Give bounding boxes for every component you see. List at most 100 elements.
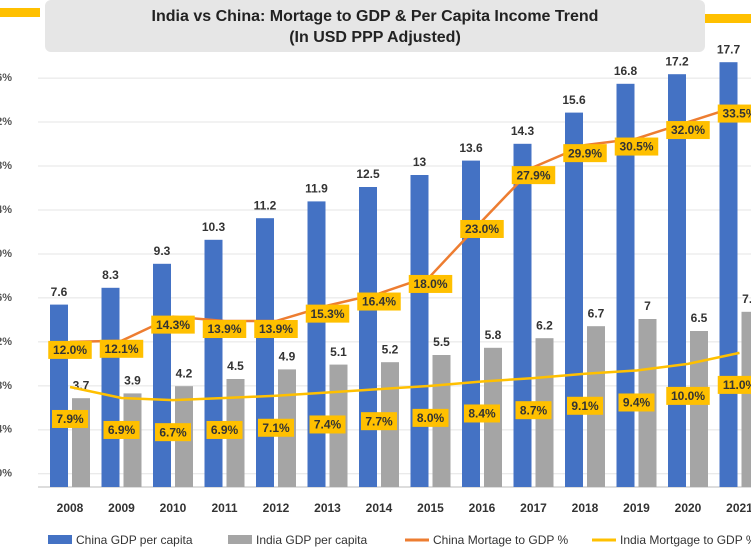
line-label-text: 9.4% bbox=[623, 396, 651, 410]
line-label-text: 7.9% bbox=[56, 412, 84, 426]
bar-label: 6.5 bbox=[691, 311, 708, 325]
bar bbox=[153, 263, 171, 487]
label-box bbox=[460, 219, 504, 238]
line-label: 12.1% bbox=[99, 339, 144, 358]
chart-title: India vs China: Mortage to GDP & Per Cap… bbox=[152, 8, 599, 25]
bar-label: 17.2 bbox=[665, 54, 689, 68]
line-label-text: 33.5% bbox=[722, 107, 751, 121]
line-label: 23.0% bbox=[460, 219, 504, 238]
line-label: 6.9% bbox=[206, 420, 243, 439]
line-label-text: 10.0% bbox=[671, 389, 705, 403]
line-label-text: 14.3% bbox=[156, 318, 190, 332]
line-label-text: 32.0% bbox=[671, 123, 705, 137]
label-box bbox=[361, 412, 397, 431]
label-box bbox=[408, 274, 453, 293]
bar-label: 10.3 bbox=[202, 220, 226, 234]
y-tick-label: 4% bbox=[0, 424, 12, 436]
line-label-text: 8.0% bbox=[417, 411, 445, 425]
bar-label: 15.6 bbox=[562, 93, 586, 107]
decor bbox=[0, 8, 40, 17]
x-tick-label: 2015 bbox=[417, 501, 444, 515]
y-tick-label: 24% bbox=[0, 204, 12, 216]
line-label: 7.1% bbox=[258, 418, 294, 437]
line-label-text: 16.4% bbox=[362, 295, 396, 309]
line-label: 7.4% bbox=[309, 415, 346, 434]
line-label: 29.9% bbox=[563, 144, 607, 163]
bar-label: 17.7 bbox=[717, 42, 741, 56]
line-label: 15.3% bbox=[305, 304, 350, 323]
line-label-text: 30.5% bbox=[619, 140, 653, 154]
bar bbox=[123, 393, 142, 487]
label-box bbox=[515, 401, 552, 420]
y-tick-label: 20% bbox=[0, 248, 12, 260]
line-label-text: 6.7% bbox=[159, 425, 187, 439]
bar bbox=[410, 175, 429, 487]
label-box bbox=[567, 396, 603, 415]
bar bbox=[719, 62, 738, 487]
label-box bbox=[357, 292, 401, 311]
line-label-text: 7.4% bbox=[314, 418, 342, 432]
line-label-text: 12.0% bbox=[53, 343, 87, 357]
y-tick-label: 8% bbox=[0, 380, 12, 392]
y-tick-label: 12% bbox=[0, 336, 12, 348]
line-label-text: 18.0% bbox=[413, 277, 447, 291]
line-label-text: 12.1% bbox=[104, 342, 138, 356]
line-label-text: 13.9% bbox=[259, 322, 293, 336]
line-label-text: 9.1% bbox=[571, 399, 599, 413]
bar-label: 5.5 bbox=[433, 335, 450, 349]
label-box bbox=[666, 386, 710, 405]
legend-label: India Mortgage to GDP % bbox=[620, 533, 751, 547]
bar bbox=[462, 160, 480, 487]
line-label: 9.1% bbox=[567, 396, 603, 415]
line-label-text: 13.9% bbox=[207, 322, 241, 336]
bar-label: 6.7 bbox=[588, 306, 605, 320]
label-box bbox=[305, 304, 350, 323]
x-tick-label: 2016 bbox=[469, 501, 496, 515]
label-box bbox=[412, 408, 449, 427]
bar-label: 7 bbox=[644, 299, 651, 313]
bar bbox=[256, 218, 274, 487]
label-box bbox=[155, 423, 191, 442]
line-label: 13.9% bbox=[202, 320, 247, 339]
line-label-text: 8.7% bbox=[520, 403, 548, 417]
x-tick-label: 2014 bbox=[366, 501, 393, 515]
bar-label: 8.3 bbox=[102, 268, 119, 282]
line-label: 7.7% bbox=[361, 412, 397, 431]
line-label: 13.9% bbox=[254, 320, 298, 339]
line-label: 18.0% bbox=[408, 274, 453, 293]
x-tick-label: 2017 bbox=[520, 501, 547, 515]
line-label: 32.0% bbox=[666, 121, 710, 140]
line-label: 14.3% bbox=[151, 315, 195, 334]
bar-label: 11.2 bbox=[254, 198, 277, 212]
x-tick-label: 2009 bbox=[108, 501, 135, 515]
legend-label: China Mortage to GDP % bbox=[433, 533, 569, 547]
bar-label: 6.2 bbox=[536, 318, 553, 332]
x-tick-label: 2008 bbox=[57, 501, 84, 515]
bar bbox=[307, 201, 326, 487]
line-label: 12.0% bbox=[48, 340, 92, 359]
x-tick-label: 2021 bbox=[726, 501, 751, 515]
y-tick-label: 36% bbox=[0, 72, 12, 84]
bar bbox=[204, 239, 223, 487]
line-label: 10.0% bbox=[666, 386, 710, 405]
bar bbox=[565, 112, 583, 487]
bar-label: 12.5 bbox=[356, 167, 380, 181]
line-label-text: 27.9% bbox=[516, 168, 550, 182]
bar bbox=[50, 304, 68, 487]
line-label-text: 8.4% bbox=[468, 407, 496, 421]
line-label: 6.9% bbox=[103, 420, 140, 439]
bar-label: 7.3 bbox=[742, 292, 751, 306]
bar bbox=[741, 311, 751, 487]
bar-label: 7.6 bbox=[51, 285, 68, 299]
label-box bbox=[48, 340, 92, 359]
bar bbox=[668, 74, 686, 487]
line-label-text: 15.3% bbox=[310, 307, 344, 321]
bar bbox=[101, 287, 120, 487]
label-box bbox=[52, 409, 88, 428]
y-tick-label: 16% bbox=[0, 292, 12, 304]
label-box bbox=[614, 137, 659, 156]
line-label-text: 6.9% bbox=[211, 423, 239, 437]
line-label-text: 29.9% bbox=[568, 146, 602, 160]
label-box bbox=[99, 339, 144, 358]
bar-label: 4.2 bbox=[176, 366, 193, 380]
